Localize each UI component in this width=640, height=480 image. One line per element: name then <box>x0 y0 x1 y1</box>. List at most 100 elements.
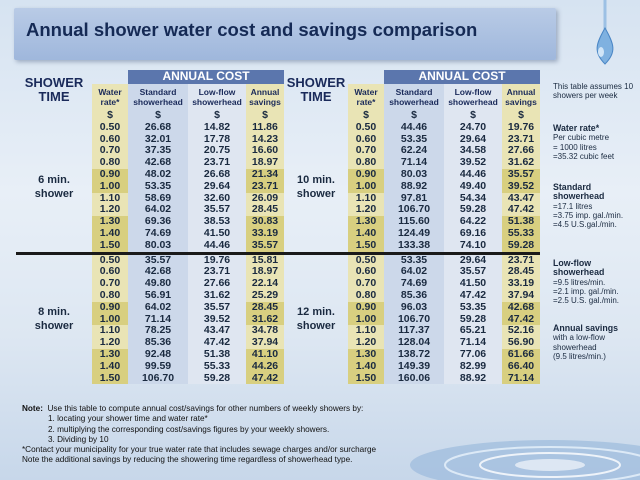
savings-header: Annual savings <box>246 84 284 110</box>
savings-cell: 42.68 <box>502 301 540 314</box>
lowflow-cost-cell: 19.76 <box>188 254 246 267</box>
lowflow-cost-cell: 24.70 <box>444 121 502 134</box>
lowflow-cost-cell: 29.64 <box>444 254 502 267</box>
table-row: 6 min. shower 0.50 26.68 14.82 11.86 10 min. sh… <box>16 121 540 200</box>
savings-cell: 22.14 <box>246 277 284 290</box>
dollar-label: $ <box>92 109 128 122</box>
lowflow-cost-cell: 39.52 <box>188 313 246 326</box>
lowflow-cost-cell: 53.35 <box>444 301 502 314</box>
standard-cost-cell: 149.39 <box>384 360 444 373</box>
water-rate-cell: 0.90 <box>348 168 384 181</box>
savings-cell: 37.94 <box>246 336 284 349</box>
annual-cost-header-right: ANNUAL COST <box>384 70 540 84</box>
standard-cost-cell: 42.68 <box>128 156 188 169</box>
standard-cost-cell: 35.57 <box>128 254 188 267</box>
standard-header: Standard showerhead <box>384 84 444 110</box>
water-rate-cell: 1.30 <box>92 215 128 228</box>
lowflow-cost-cell: 35.57 <box>188 204 246 217</box>
lowflow-cost-cell: 59.28 <box>444 204 502 217</box>
lowflow-cost-cell: 55.33 <box>188 360 246 373</box>
water-rate-cell: 0.50 <box>92 254 128 267</box>
lowflow-cost-cell: 69.16 <box>444 227 502 240</box>
savings-cell: 16.60 <box>246 145 284 158</box>
water-rate-cell: 1.20 <box>348 204 384 217</box>
table-row: 0.70 49.80 27.66 22.14 0.70 74.69 41.50 33.19 <box>16 277 540 290</box>
standard-cost-cell: 53.35 <box>384 133 444 146</box>
standard-cost-cell: 133.38 <box>384 239 444 252</box>
savings-cell: 23.71 <box>502 254 540 267</box>
standard-cost-cell: 26.68 <box>128 121 188 134</box>
water-rate-header: Water rate* <box>92 84 128 110</box>
standard-cost-cell: 71.14 <box>128 313 188 326</box>
title-banner: Annual shower water cost and savings com… <box>14 8 556 60</box>
standard-cost-cell: 56.91 <box>128 289 188 302</box>
standard-cost-cell: 92.48 <box>128 348 188 361</box>
savings-cell: 59.28 <box>502 239 540 252</box>
dollar-label: $ <box>188 109 246 122</box>
lowflow-cost-cell: 23.71 <box>188 156 246 169</box>
savings-cell: 39.52 <box>502 180 540 193</box>
lowflow-cost-cell: 59.28 <box>188 372 246 385</box>
standard-cost-cell: 85.36 <box>384 289 444 302</box>
standard-cost-cell: 48.02 <box>128 168 188 181</box>
water-rate-cell: 1.40 <box>92 360 128 373</box>
lowflow-cost-cell: 44.46 <box>444 168 502 181</box>
water-rate-cell: 1.30 <box>348 215 384 228</box>
table-row: 0.70 37.35 20.75 16.60 0.70 62.24 34.58 27.66 <box>16 145 540 158</box>
page-title: Annual shower water cost and savings com… <box>26 19 478 40</box>
water-rate-cell: 0.90 <box>348 301 384 314</box>
table-row: 1.40 99.59 55.33 44.26 1.40 149.39 82.99 66.40 <box>16 360 540 373</box>
savings-cell: 23.71 <box>246 180 284 193</box>
lowflow-cost-cell: 51.38 <box>188 348 246 361</box>
water-rate-cell: 0.50 <box>348 121 384 134</box>
water-rate-cell: 0.80 <box>92 156 128 169</box>
savings-cell: 18.97 <box>246 156 284 169</box>
savings-cell: 19.76 <box>502 121 540 134</box>
standard-cost-cell: 106.70 <box>128 372 188 385</box>
lowflow-cost-cell: 82.99 <box>444 360 502 373</box>
savings-header: Annual savings <box>502 84 540 110</box>
lowflow-cost-cell: 38.53 <box>188 215 246 228</box>
standard-cost-cell: 64.02 <box>128 301 188 314</box>
lowflow-cost-cell: 17.78 <box>188 133 246 146</box>
savings-cell: 44.26 <box>246 360 284 373</box>
lowflow-cost-cell: 74.10 <box>444 239 502 252</box>
lowflow-cost-cell: 64.22 <box>444 215 502 228</box>
dollar-label: $ <box>444 109 502 122</box>
standard-cost-cell: 80.03 <box>384 168 444 181</box>
water-rate-cell: 0.80 <box>92 289 128 302</box>
standard-cost-cell: 85.36 <box>128 336 188 349</box>
water-rate-cell: 1.00 <box>92 313 128 326</box>
savings-cell: 71.14 <box>502 372 540 385</box>
lowflow-cost-cell: 35.57 <box>188 301 246 314</box>
savings-cell: 33.19 <box>502 277 540 290</box>
dollar-label: $ <box>128 109 188 122</box>
water-rate-cell: 1.20 <box>348 336 384 349</box>
water-rate-cell: 0.90 <box>92 168 128 181</box>
side-note-water-rate: Water rate* Per cubic metre = 1000 litre… <box>553 123 615 161</box>
lowflow-cost-cell: 77.06 <box>444 348 502 361</box>
lowflow-cost-cell: 43.47 <box>188 325 246 338</box>
standard-cost-cell: 117.37 <box>384 325 444 338</box>
table-row: 1.30 92.48 51.38 41.10 1.30 138.72 77.06 61.66 <box>16 348 540 361</box>
water-drop-icon <box>596 0 614 65</box>
savings-cell: 25.29 <box>246 289 284 302</box>
savings-cell: 33.19 <box>246 227 284 240</box>
water-rate-cell: 0.70 <box>92 145 128 158</box>
water-rate-cell: 0.70 <box>348 145 384 158</box>
savings-cell: 35.57 <box>502 168 540 181</box>
standard-cost-cell: 99.59 <box>128 360 188 373</box>
lowflow-cost-cell: 39.52 <box>444 156 502 169</box>
lowflow-header: Low-flow showerhead <box>444 84 502 110</box>
side-note-lowflow: Low-flow showerhead =9.5 litres/min. =2.… <box>553 258 620 306</box>
water-rate-cell: 1.30 <box>92 348 128 361</box>
savings-cell: 43.47 <box>502 192 540 205</box>
table-row: 0.60 32.01 17.78 14.23 0.60 53.35 29.64 23.71 <box>16 133 540 146</box>
standard-cost-cell: 74.69 <box>128 227 188 240</box>
lowflow-cost-cell: 27.66 <box>188 277 246 290</box>
table-row: 8 min. shower 0.50 35.57 19.76 15.81 12 min. sh… <box>16 254 540 332</box>
shower-time-label: 12 min. shower <box>296 306 336 333</box>
savings-cell: 47.42 <box>246 372 284 385</box>
water-ripple-image <box>410 440 640 480</box>
lowflow-cost-cell: 35.57 <box>444 266 502 279</box>
